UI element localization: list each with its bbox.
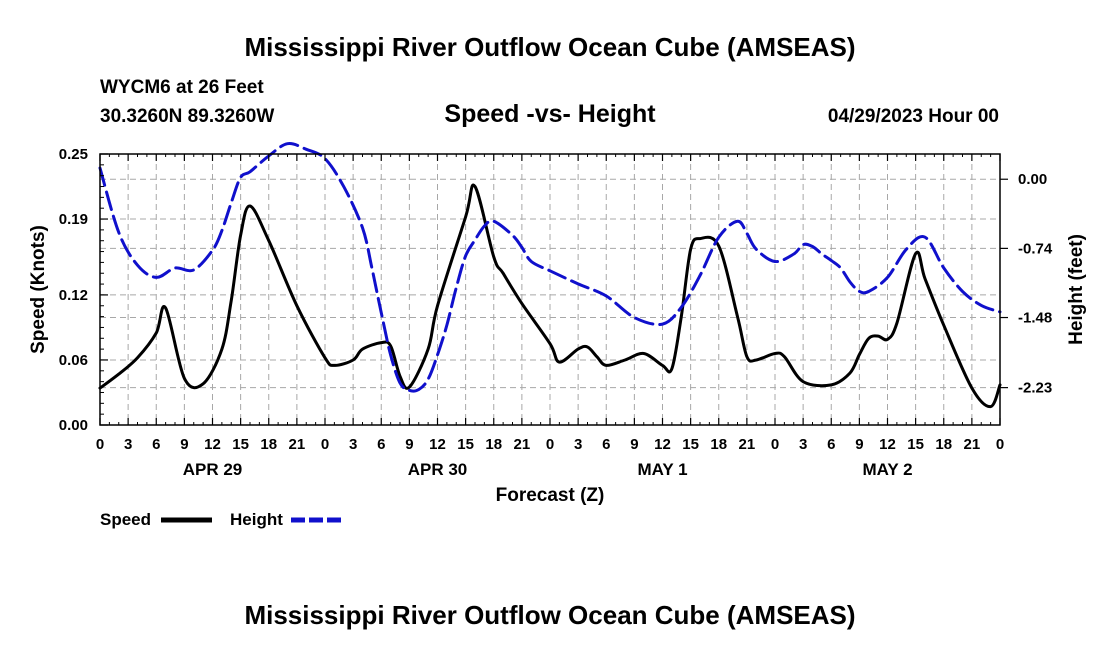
footer-title: Mississippi River Outflow Ocean Cube (AM…: [244, 600, 856, 630]
axis-labels: 0 3 6 9 12 15 18 21 0 3 6 9 12 15 18 21 0 3 6 9 12 15 18 21 0 3 6 9…: [28, 146, 1087, 506]
day-label: APR 30: [408, 460, 468, 479]
y-tick-label: 0.25: [59, 146, 88, 163]
x-tick-label: 21: [289, 436, 306, 453]
day-label: MAY 1: [637, 460, 687, 479]
chart-title: Speed -vs- Height: [444, 100, 656, 128]
x-tick-label: 6: [152, 436, 160, 453]
x-tick-label: 6: [377, 436, 385, 453]
x-tick-label: 6: [602, 436, 610, 453]
station-label: WYCM6 at 26 Feet: [100, 77, 264, 98]
y-tick-label: 0.12: [59, 287, 88, 304]
x-tick-label: 9: [855, 436, 863, 453]
x-tick-label: 9: [180, 436, 188, 453]
x-tick-label: 0: [321, 436, 329, 453]
y-tick-label: 0.19: [59, 211, 88, 228]
x-tick-label: 0: [771, 436, 779, 453]
y-tick-label: 0.00: [59, 417, 88, 434]
x-tick-label: 18: [260, 436, 277, 453]
x-tick-label: 15: [457, 436, 474, 453]
x-axis-title: Forecast (Z): [496, 485, 605, 506]
speed-series-line: [98, 183, 1002, 409]
y-axis-title: Speed (Knots): [28, 225, 49, 354]
x-tick-label: 12: [429, 436, 446, 453]
legend-height-label: Height: [230, 510, 283, 529]
legend: Speed Height: [100, 510, 342, 529]
x-tick-label: 9: [405, 436, 413, 453]
height-series-line: [98, 142, 1002, 393]
x-tick-label: 15: [232, 436, 249, 453]
y2-tick-label: 0.00: [1018, 171, 1047, 188]
day-label: MAY 2: [862, 460, 912, 479]
x-tick-label: 12: [654, 436, 671, 453]
page-title: Mississippi River Outflow Ocean Cube (AM…: [244, 32, 856, 62]
series-lines: [98, 142, 1002, 409]
x-tick-label: 12: [204, 436, 221, 453]
x-tick-label: 21: [739, 436, 756, 453]
x-tick-label: 3: [124, 436, 132, 453]
y2-tick-label: -0.74: [1018, 240, 1053, 257]
x-tick-label: 9: [630, 436, 638, 453]
x-tick-label: 18: [485, 436, 502, 453]
x-tick-label: 0: [996, 436, 1004, 453]
x-tick-label: 3: [574, 436, 582, 453]
x-tick-label: 0: [546, 436, 554, 453]
date-label: 04/29/2023 Hour 00: [827, 106, 999, 127]
x-tick-label: 18: [710, 436, 727, 453]
x-tick-label: 0: [96, 436, 104, 453]
x-tick-label: 6: [827, 436, 835, 453]
x-tick-label: 12: [879, 436, 896, 453]
x-tick-label: 15: [907, 436, 924, 453]
x-tick-label: 18: [935, 436, 952, 453]
y2-axis-title: Height (feet): [1066, 234, 1087, 345]
x-tick-label: 3: [349, 436, 357, 453]
y-tick-label: 0.06: [59, 352, 88, 369]
x-tick-label: 21: [964, 436, 981, 453]
x-tick-label: 3: [799, 436, 807, 453]
legend-speed-label: Speed: [100, 510, 151, 529]
y2-tick-label: -1.48: [1018, 310, 1052, 327]
axis-ticks: [99, 153, 1008, 426]
y2-tick-label: -2.23: [1018, 380, 1052, 397]
x-tick-label: 15: [682, 436, 699, 453]
x-tick-label: 21: [514, 436, 531, 453]
day-label: APR 29: [183, 460, 243, 479]
location-label: 30.3260N 89.3260W: [100, 106, 275, 127]
